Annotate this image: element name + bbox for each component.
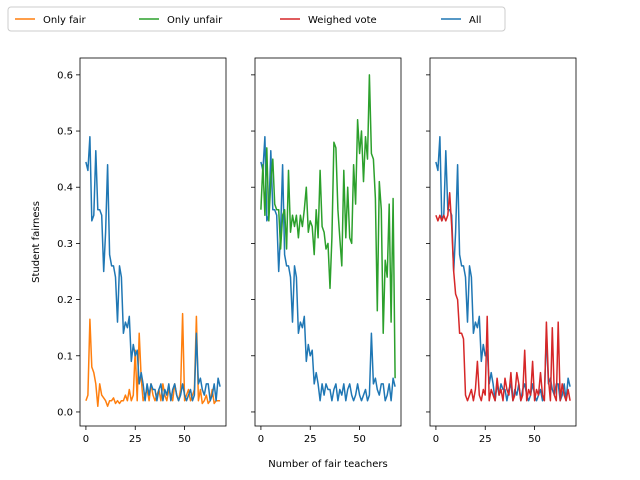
x-tick-label: 0 — [83, 434, 89, 445]
series-line-only-unfair — [260, 74, 396, 379]
axes-frame — [429, 57, 577, 427]
x-tick-label: 25 — [129, 434, 142, 445]
x-tick-label: 50 — [528, 434, 541, 445]
legend-label: Weighed vote — [308, 15, 377, 26]
legend-entry: Weighed vote — [280, 15, 377, 26]
x-tick-label: 0 — [433, 434, 439, 445]
x-tick-label: 25 — [479, 434, 492, 445]
y-tick-label: 0.2 — [57, 295, 73, 306]
x-tick-label: 50 — [353, 434, 366, 445]
x-tick-label: 0 — [258, 434, 264, 445]
panels: 0 25 50 0.0 0.1 0.2 0.3 0.4 0.5 0.6 0 25 50 0 25 50 — [57, 57, 577, 445]
legend-frame — [7, 6, 506, 32]
legend-label: Only unfair — [167, 15, 223, 26]
axes-frame — [79, 57, 227, 427]
series-line-only-fair — [85, 312, 221, 408]
y-tick-label: 0.4 — [57, 183, 73, 194]
series-line-all — [435, 135, 571, 402]
y-tick-label: 0.1 — [57, 351, 73, 362]
panel-weighed-vote: 0 25 50 — [426, 57, 577, 445]
legend-label: All — [469, 15, 481, 26]
legend-entry: All — [441, 15, 481, 26]
series-line-weighed-vote — [435, 192, 571, 402]
series-line-all — [260, 135, 396, 402]
panel-only-fair: 0 25 50 0.0 0.1 0.2 0.3 0.4 0.5 0.6 — [57, 57, 227, 445]
legend-entry: Only fair — [15, 15, 87, 26]
x-tick-label: 50 — [178, 434, 191, 445]
y-tick-label: 0.0 — [57, 407, 73, 418]
y-tick-label: 0.5 — [57, 127, 73, 138]
axes-frame — [254, 57, 402, 427]
legend-label: Only fair — [43, 15, 87, 26]
x-axis-label: Number of fair teachers — [268, 459, 387, 470]
y-tick-label: 0.3 — [57, 239, 73, 250]
legend: Only fair Only unfair Weighed vote All — [7, 6, 506, 32]
legend-entry: Only unfair — [139, 15, 223, 26]
panel-only-unfair: 0 25 50 — [251, 57, 402, 445]
y-tick-label: 0.6 — [57, 70, 73, 81]
x-tick-label: 25 — [304, 434, 317, 445]
y-axis-label: Student fairness — [31, 201, 42, 283]
series-line-all — [85, 135, 221, 402]
